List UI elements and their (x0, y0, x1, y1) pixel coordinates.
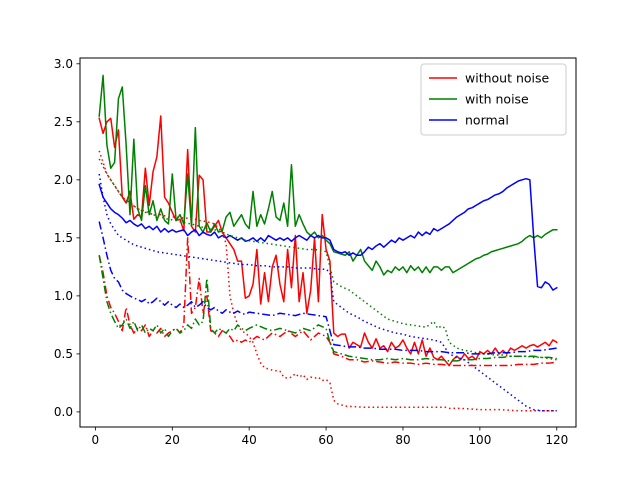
x-tick-label: 100 (468, 433, 491, 447)
y-tick-label: 1.5 (54, 231, 73, 245)
legend-label: normal (465, 113, 509, 128)
series-line-1 (98, 74, 558, 276)
legend-box (420, 63, 567, 136)
series-line-6 (98, 237, 557, 367)
tick-layer: 0 20 40 60 80 100 120 0.0 0.5 1.0 1.5 2.0 2.5 3.0 (54, 57, 568, 447)
x-tick-label: 120 (545, 433, 568, 447)
series-line-3 (98, 150, 557, 412)
x-tick-label: 60 (318, 433, 333, 447)
series-line-7 (98, 255, 557, 362)
plot-frame (79, 57, 577, 428)
y-tick-label: 2.5 (54, 115, 73, 129)
series-line-5 (98, 173, 557, 412)
y-tick-label: 0.0 (54, 405, 73, 419)
y-tick-label: 3.0 (54, 57, 73, 71)
legend-label: with noise (465, 92, 529, 107)
legend: without noise with noise normal (420, 63, 567, 136)
x-tick-label: 80 (395, 433, 410, 447)
series-layer (98, 74, 558, 412)
legend-label: without noise (465, 71, 550, 86)
y-tick-label: 1.0 (54, 289, 73, 303)
series-line-2 (98, 177, 558, 291)
x-tick-label: 20 (165, 433, 180, 447)
x-tick-label: 0 (92, 433, 100, 447)
y-tick-label: 0.5 (54, 347, 73, 361)
x-tick-label: 40 (242, 433, 257, 447)
y-tick-label: 2.0 (54, 173, 73, 187)
series-line-4 (98, 158, 557, 361)
